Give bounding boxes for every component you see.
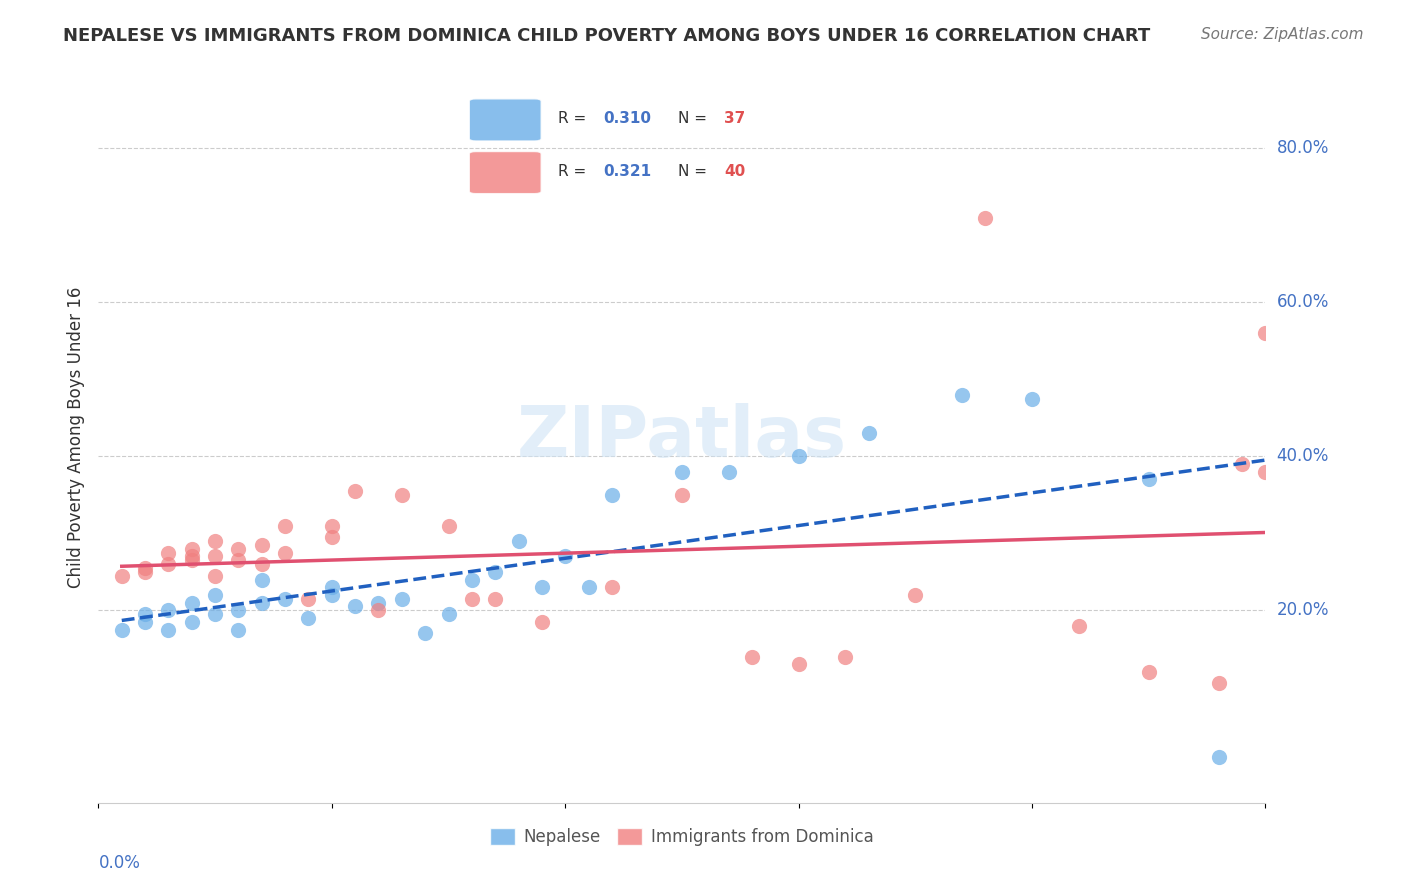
Text: 40.0%: 40.0% bbox=[1277, 447, 1329, 466]
Point bbox=[391, 591, 413, 606]
Point bbox=[508, 534, 530, 549]
Point bbox=[274, 591, 297, 606]
Point bbox=[344, 599, 367, 614]
Point bbox=[204, 549, 226, 564]
Text: 20.0%: 20.0% bbox=[1277, 601, 1329, 619]
Point bbox=[180, 541, 202, 556]
Point bbox=[157, 557, 180, 571]
Text: 80.0%: 80.0% bbox=[1277, 139, 1329, 157]
Point bbox=[250, 596, 273, 610]
Point bbox=[600, 580, 623, 594]
Point bbox=[554, 549, 576, 564]
Point bbox=[858, 426, 880, 441]
Point bbox=[297, 591, 319, 606]
Point bbox=[134, 615, 156, 629]
Point bbox=[530, 615, 553, 629]
Point bbox=[950, 388, 973, 402]
Point bbox=[297, 611, 319, 625]
Text: 0.0%: 0.0% bbox=[98, 854, 141, 872]
Point bbox=[391, 488, 413, 502]
Point bbox=[671, 488, 693, 502]
Point bbox=[484, 591, 506, 606]
Point bbox=[274, 545, 297, 559]
Point bbox=[228, 603, 250, 617]
Point bbox=[321, 588, 343, 602]
Point bbox=[1067, 618, 1090, 632]
Point bbox=[1137, 665, 1160, 679]
Point bbox=[600, 488, 623, 502]
Text: 60.0%: 60.0% bbox=[1277, 293, 1329, 311]
Point bbox=[228, 623, 250, 637]
Point bbox=[134, 607, 156, 622]
Point bbox=[157, 623, 180, 637]
Point bbox=[204, 534, 226, 549]
Point bbox=[1208, 749, 1230, 764]
Point bbox=[180, 553, 202, 567]
Point bbox=[1254, 326, 1277, 340]
Point bbox=[134, 561, 156, 575]
Point bbox=[134, 565, 156, 579]
Point bbox=[180, 615, 202, 629]
Point bbox=[180, 596, 202, 610]
Point bbox=[904, 588, 927, 602]
Point bbox=[484, 565, 506, 579]
Point bbox=[530, 580, 553, 594]
Point bbox=[413, 626, 436, 640]
Point bbox=[461, 573, 484, 587]
Text: ZIPatlas: ZIPatlas bbox=[517, 402, 846, 472]
Point bbox=[204, 588, 226, 602]
Point bbox=[741, 649, 763, 664]
Point bbox=[344, 483, 367, 498]
Point bbox=[1208, 676, 1230, 690]
Point bbox=[367, 603, 389, 617]
Point bbox=[1254, 465, 1277, 479]
Point bbox=[157, 603, 180, 617]
Point bbox=[671, 465, 693, 479]
Point bbox=[274, 518, 297, 533]
Point bbox=[250, 573, 273, 587]
Point bbox=[250, 557, 273, 571]
Legend: Nepalese, Immigrants from Dominica: Nepalese, Immigrants from Dominica bbox=[484, 822, 880, 853]
Point bbox=[834, 649, 856, 664]
Point bbox=[321, 530, 343, 544]
Point bbox=[1137, 472, 1160, 486]
Point bbox=[111, 568, 134, 582]
Point bbox=[228, 541, 250, 556]
Y-axis label: Child Poverty Among Boys Under 16: Child Poverty Among Boys Under 16 bbox=[66, 286, 84, 588]
Text: NEPALESE VS IMMIGRANTS FROM DOMINICA CHILD POVERTY AMONG BOYS UNDER 16 CORRELATI: NEPALESE VS IMMIGRANTS FROM DOMINICA CHI… bbox=[63, 27, 1150, 45]
Point bbox=[787, 657, 810, 672]
Point bbox=[321, 580, 343, 594]
Point bbox=[367, 596, 389, 610]
Point bbox=[250, 538, 273, 552]
Point bbox=[717, 465, 740, 479]
Point bbox=[578, 580, 600, 594]
Point bbox=[204, 568, 226, 582]
Point bbox=[204, 607, 226, 622]
Point bbox=[787, 450, 810, 464]
Point bbox=[974, 211, 997, 225]
Point bbox=[157, 545, 180, 559]
Point bbox=[1021, 392, 1043, 406]
Point bbox=[111, 623, 134, 637]
Point bbox=[180, 549, 202, 564]
Point bbox=[228, 553, 250, 567]
Point bbox=[437, 607, 460, 622]
Text: Source: ZipAtlas.com: Source: ZipAtlas.com bbox=[1201, 27, 1364, 42]
Point bbox=[1230, 457, 1253, 471]
Point bbox=[437, 518, 460, 533]
Point bbox=[321, 518, 343, 533]
Point bbox=[461, 591, 484, 606]
